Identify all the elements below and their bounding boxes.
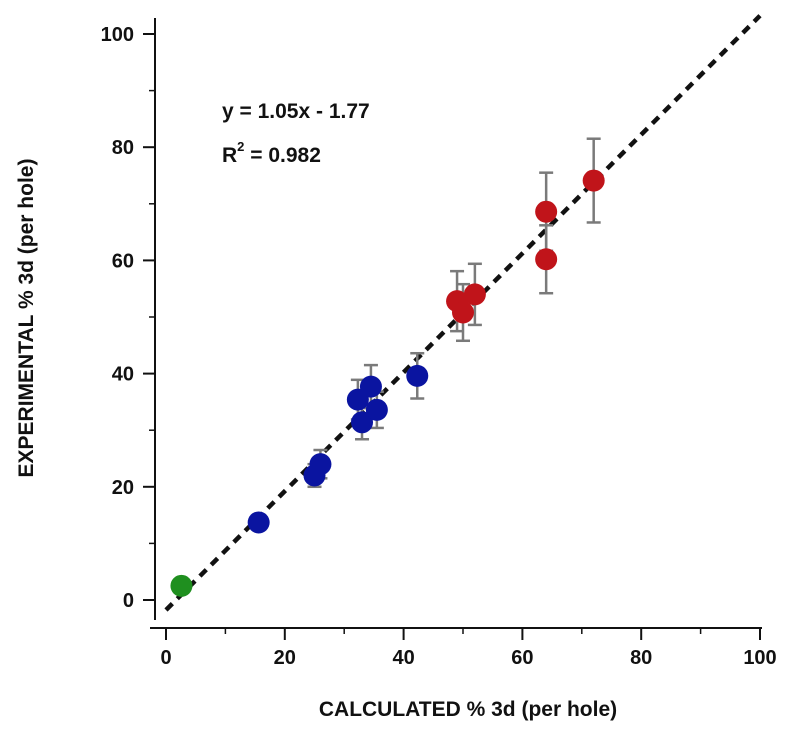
y-tick-label: 0 [123, 590, 134, 612]
data-point [351, 411, 374, 434]
fit-equation-label: y = 1.05x - 1.77 [222, 100, 370, 123]
data-point [309, 453, 332, 476]
text-layer: CALCULATED % 3d (per hole) EXPERIMENTAL … [15, 100, 617, 721]
data-point [170, 574, 193, 597]
x-tick-label: 80 [630, 647, 652, 669]
r-squared-superscript: 2 [237, 139, 244, 154]
y-tick-label: 60 [112, 250, 134, 272]
data-point [535, 200, 558, 223]
x-tick-label: 0 [160, 647, 171, 669]
y-tick-label: 80 [112, 137, 134, 159]
data-point [582, 169, 605, 192]
y-tick-label: 20 [112, 477, 134, 499]
r-squared-base: R [222, 144, 237, 167]
data-point [406, 364, 429, 387]
data-point [535, 248, 558, 271]
x-axis-title: CALCULATED % 3d (per hole) [319, 698, 617, 721]
x-tick-label: 40 [392, 647, 414, 669]
data-point [359, 375, 382, 398]
y-axis-title: EXPERIMENTAL % 3d (per hole) [15, 159, 38, 478]
data-point [247, 511, 270, 534]
y-tick-label: 100 [101, 24, 134, 46]
data-point [365, 398, 388, 421]
r-squared-value: = 0.982 [244, 144, 320, 167]
r-squared-label: R2 = 0.982 [222, 139, 321, 167]
data-point [452, 301, 474, 324]
x-tick-label: 60 [511, 647, 533, 669]
axes-layer: 0 20 40 60 80 100 0 20 40 60 80 100 [101, 18, 777, 669]
points-layer [170, 169, 605, 597]
y-tick-label: 40 [112, 364, 134, 386]
data-point [463, 283, 486, 306]
x-tick-label: 20 [274, 647, 296, 669]
x-tick-label: 100 [743, 647, 776, 669]
